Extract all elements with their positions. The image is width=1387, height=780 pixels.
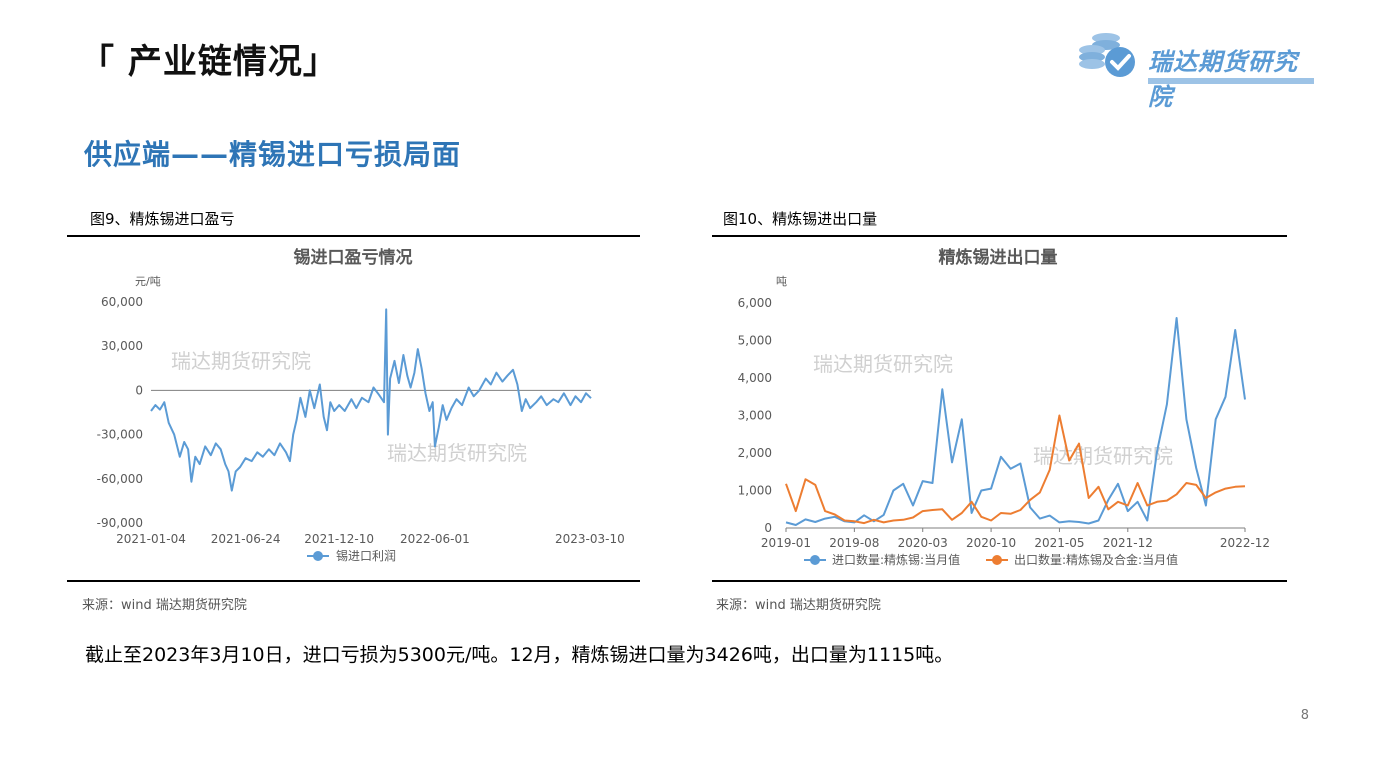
chart2-x-tick-label: 2021-05: [1034, 536, 1084, 550]
chart1-x-tick-label: 2021-06-24: [211, 532, 281, 546]
chart2-y-tick-label: 5,000: [738, 334, 772, 348]
chart2-x-tick-label: 2022-12: [1220, 536, 1270, 550]
chart2-series-line-2: [785, 414, 1246, 525]
chart1-x-tick-label: 2021-12-10: [304, 532, 374, 546]
figure1-source: 来源：wind 瑞达期货研究院: [82, 598, 247, 613]
summary-text: 截止至2023年3月10日，进口亏损为5300元/吨。12月，精炼锡进口量为34…: [85, 644, 954, 666]
figure1-bottom-rule: [67, 580, 640, 582]
chart1-y-tick-label: -30,000: [97, 428, 143, 442]
chart1-y-tick-label: -90,000: [97, 516, 143, 530]
chart1-x-tick-label: 2021-01-04: [116, 532, 186, 546]
figure2-bottom-rule: [712, 580, 1287, 582]
chart2-y-tick-label: 2,000: [738, 446, 772, 460]
chart1-x-tick-label: 2022-06-01: [400, 532, 470, 546]
chart-import-profit: 锡进口盈亏情况元/吨瑞达期货研究院瑞达期货研究院60,00030,0000-30…: [97, 247, 625, 563]
chart2-y-tick-label: 6,000: [738, 296, 772, 310]
page-title: 「 产业链情况」: [80, 42, 338, 82]
chart2-x-tick-label: 2019-08: [829, 536, 879, 550]
figure1-top-rule: [67, 235, 640, 237]
chart2-x-tick-label: 2020-03: [898, 536, 948, 550]
figure2-source: 来源：wind 瑞达期货研究院: [716, 598, 881, 613]
chart2-x-tick-label: 2020-10: [966, 536, 1016, 550]
chart2-legend-marker: [992, 555, 1002, 565]
figure2-caption: 图10、精炼锡进出口量: [723, 210, 878, 228]
chart2-y-tick-label: 1,000: [738, 484, 772, 498]
chart1-y-tick-label: 0: [135, 383, 143, 397]
chart2-y-unit: 吨: [776, 275, 787, 288]
page-number: 8: [1300, 708, 1309, 723]
chart1-legend-marker: [313, 551, 323, 561]
figure1-caption: 图9、精炼锡进口盈亏: [90, 210, 235, 228]
chart2-legend-marker: [810, 555, 820, 565]
chart1-title: 锡进口盈亏情况: [294, 247, 413, 268]
chart2-legend-label: 出口数量:精炼锡及合金:当月值: [1014, 552, 1178, 567]
section-title: 供应端——精锡进口亏损局面: [84, 138, 462, 171]
chart2-series-line-1: [785, 317, 1246, 526]
chart1-x-tick-label: 2023-03-10: [555, 532, 625, 546]
chart1-series-line: [150, 308, 592, 492]
chart1-legend-label: 锡进口利润: [336, 548, 396, 563]
chart1-watermark: 瑞达期货研究院: [387, 441, 527, 465]
figure2-top-rule: [712, 235, 1287, 237]
brand-logo: 瑞达期货研究院: [1076, 28, 1316, 111]
coins-logo-icon: [1079, 33, 1135, 77]
chart2-x-tick-label: 2021-12: [1103, 536, 1153, 550]
chart2-x-tick-label: 2019-01: [761, 536, 811, 550]
chart2-y-tick-label: 4,000: [738, 371, 772, 385]
chart2-title: 精炼锡进出口量: [939, 247, 1058, 268]
chart2-legend-label: 进口数量:精炼锡:当月值: [832, 552, 960, 567]
chart2-watermark: 瑞达期货研究院: [1033, 444, 1173, 468]
chart2-y-tick-label: 0: [764, 521, 772, 535]
chart-import-export-volume: 精炼锡进出口量吨瑞达期货研究院瑞达期货研究院6,0005,0004,0003,0…: [738, 247, 1270, 567]
chart1-y-tick-label: -60,000: [97, 472, 143, 486]
chart1-y-unit: 元/吨: [135, 275, 161, 288]
chart1-watermark: 瑞达期货研究院: [171, 349, 311, 373]
chart1-y-tick-label: 60,000: [101, 295, 143, 309]
logo-text: 瑞达期货研究院: [1148, 48, 1298, 111]
chart2-y-tick-label: 3,000: [738, 409, 772, 423]
chart2-watermark: 瑞达期货研究院: [813, 352, 953, 376]
chart1-y-tick-label: 30,000: [101, 339, 143, 353]
logo-underline: [1148, 78, 1314, 84]
